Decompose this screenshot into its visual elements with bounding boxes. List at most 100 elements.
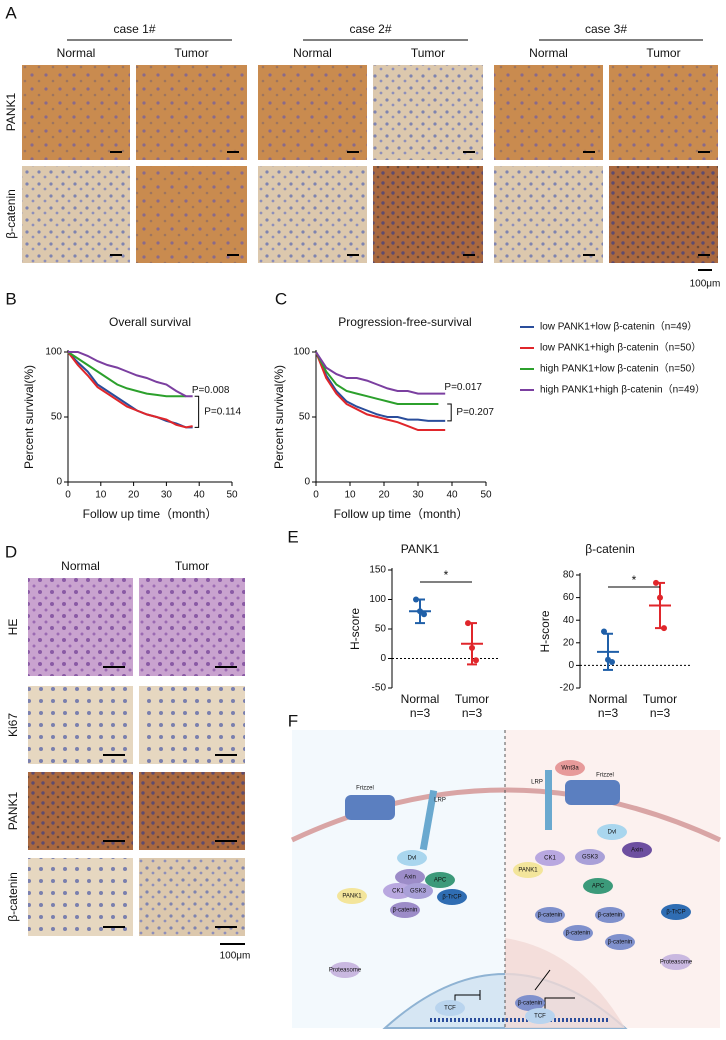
diagram-label: β-catenin xyxy=(566,931,591,937)
y-tick-label: 0 xyxy=(568,660,574,671)
chart-title: Progression-free-survival xyxy=(338,315,471,329)
ihc-image xyxy=(136,166,247,263)
diagram-label: GSK3 xyxy=(410,889,427,895)
y-axis-label: H-score xyxy=(348,608,362,650)
diagram-label: β-catenin xyxy=(538,913,563,919)
molecule xyxy=(575,849,605,865)
p-value: P=0.207 xyxy=(456,407,494,418)
molecule xyxy=(397,850,427,866)
histology-image xyxy=(139,858,245,936)
diagram-label: APC xyxy=(434,878,447,884)
chart-title: PANK1 xyxy=(401,542,440,556)
diagram-label: β-catenin xyxy=(393,908,418,914)
diagram-label: CK1 xyxy=(392,889,404,895)
molecule xyxy=(437,889,467,905)
molecule xyxy=(403,883,433,899)
survival-curve xyxy=(315,351,446,431)
y-tick-label: 50 xyxy=(51,412,63,423)
y-tick-label: 50 xyxy=(375,624,387,635)
diagram-label: PANK1 xyxy=(518,868,538,874)
diagram-label: β-catenin xyxy=(518,1001,543,1007)
legend-entry: low PANK1+high β-catenin（n=50） xyxy=(540,342,701,354)
row-label: PANK1 xyxy=(4,92,18,131)
y-tick-label: 60 xyxy=(563,592,575,603)
arrow xyxy=(544,997,575,1012)
diagram-label: Axin xyxy=(404,875,416,881)
diagram-label: Proteasome xyxy=(660,960,693,966)
ihc-image xyxy=(609,166,718,263)
data-point xyxy=(601,628,607,635)
legend-entry: low PANK1+low β-catenin（n=49） xyxy=(540,321,697,333)
column-label: Normal xyxy=(61,559,100,573)
survival-curve xyxy=(68,351,193,398)
row-label: β-catenin xyxy=(6,872,20,922)
histology-image xyxy=(28,686,133,764)
column-label: Tumor xyxy=(646,46,680,60)
ihc-image xyxy=(373,166,483,263)
p-value: P=0.017 xyxy=(444,382,482,393)
ihc-image xyxy=(373,65,483,160)
x-axis-label: Follow up time（month） xyxy=(83,507,218,521)
x-tick-label: 50 xyxy=(480,490,492,501)
molecule xyxy=(515,995,545,1011)
row-label: β-catenin xyxy=(4,189,18,239)
bracket xyxy=(194,395,200,428)
molecule xyxy=(435,1000,465,1016)
y-tick-label: 0 xyxy=(380,653,386,664)
molecule xyxy=(661,904,691,920)
row-label: Ki67 xyxy=(6,713,20,737)
scale-label: 100μm xyxy=(220,951,251,962)
panel-label: B xyxy=(5,289,16,308)
arrow xyxy=(534,969,551,991)
panel-label: F xyxy=(288,711,298,730)
x-tick-label: 10 xyxy=(95,490,107,501)
molecule xyxy=(555,760,585,776)
survival-curve xyxy=(315,351,446,422)
data-point xyxy=(465,620,471,627)
y-tick-label: 0 xyxy=(304,477,310,488)
y-tick-label: 100 xyxy=(293,347,310,358)
survival-curve xyxy=(67,351,187,398)
column-label: Tumor xyxy=(174,46,208,60)
panel-label: C xyxy=(275,289,287,308)
x-tick-label: Normal xyxy=(589,692,628,706)
molecule xyxy=(622,842,652,858)
data-point xyxy=(657,594,663,601)
column-label: Tumor xyxy=(175,559,209,573)
diagram-label: β-TrCP xyxy=(666,910,685,916)
histology-image xyxy=(28,578,133,676)
scale-label: 100μm xyxy=(690,279,721,290)
lrp xyxy=(419,789,438,851)
x-tick-label: 10 xyxy=(344,490,356,501)
molecule xyxy=(330,962,360,978)
diagram-label: Wnt3a xyxy=(561,766,579,772)
diagram-label: Proteasome xyxy=(329,968,362,974)
molecule xyxy=(605,934,635,950)
x-tick-label: 20 xyxy=(378,490,390,501)
molecule xyxy=(563,925,593,941)
diagram-label: GSK3 xyxy=(582,855,599,861)
survival-curve xyxy=(315,351,439,405)
molecule xyxy=(535,850,565,866)
diagram-label: Axin xyxy=(631,848,643,854)
molecule xyxy=(513,862,543,878)
x-tick-label: 30 xyxy=(412,490,424,501)
row-label: HE xyxy=(6,619,20,636)
data-point xyxy=(661,625,667,632)
molecule xyxy=(595,907,625,923)
ihc-image xyxy=(22,65,130,160)
diagram-label: APC xyxy=(592,884,605,890)
group-size: n=3 xyxy=(462,706,483,720)
molecule xyxy=(390,902,420,918)
p-value: P=0.114 xyxy=(204,406,241,417)
y-tick-label: 40 xyxy=(563,615,575,626)
ihc-image xyxy=(22,166,130,263)
diagram-label: Frizzel xyxy=(596,773,614,779)
lrp xyxy=(545,770,552,830)
frizzled xyxy=(345,795,395,820)
x-tick-label: 40 xyxy=(194,490,206,501)
bracket xyxy=(447,403,452,422)
histology-image xyxy=(28,772,133,850)
case-title: case 1# xyxy=(113,22,155,36)
y-tick-label: 50 xyxy=(299,412,311,423)
